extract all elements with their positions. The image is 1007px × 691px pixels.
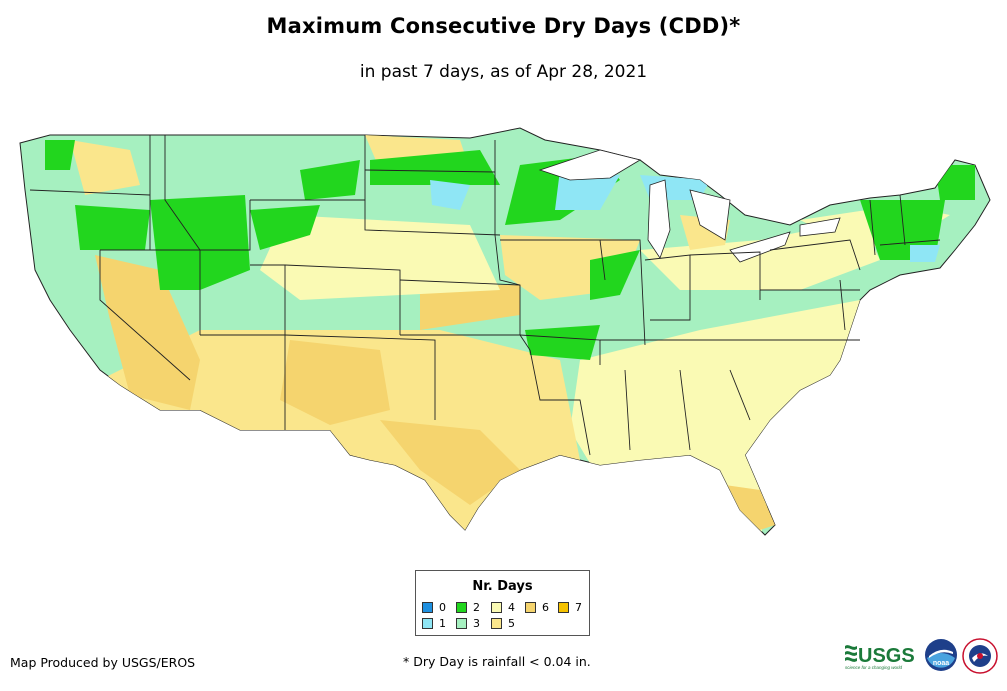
region-maine-2days xyxy=(935,165,975,200)
region-minnesota-2days xyxy=(370,150,500,185)
region-mn-1day xyxy=(430,180,470,210)
legend-swatch-7 xyxy=(558,602,569,613)
region-kansas-6days xyxy=(420,285,520,330)
region-florida-6days xyxy=(725,485,775,530)
svg-text:USGS: USGS xyxy=(858,645,915,667)
dry-day-footnote: * Dry Day is rainfall < 0.04 in. xyxy=(403,654,591,669)
nws-logo xyxy=(962,638,998,674)
lake-erie xyxy=(729,231,791,263)
legend-swatch-0 xyxy=(422,602,433,613)
region-plains-4days xyxy=(260,215,500,300)
svg-text:noaa: noaa xyxy=(933,660,949,667)
region-california-6days xyxy=(95,255,200,410)
map-credit: Map Produced by USGS/EROS xyxy=(10,655,196,670)
legend-item-7: 7 xyxy=(558,602,582,614)
legend-item-2: 2 xyxy=(456,602,480,614)
lake-huron xyxy=(689,189,731,241)
region-oregon-5days xyxy=(70,140,140,195)
region-texas-6days xyxy=(380,420,520,505)
lake-ontario xyxy=(799,217,841,237)
legend-title: Nr. Days xyxy=(472,579,533,594)
great-lakes xyxy=(538,149,841,263)
region-arkansas-2days xyxy=(525,325,600,360)
region-idaho-2days xyxy=(150,195,250,290)
legend-swatch-6 xyxy=(525,602,536,613)
region-nmexico-6days xyxy=(280,340,390,425)
map-subtitle: in past 7 days, as of Apr 28, 2021 xyxy=(359,62,648,82)
legend-swatch-2 xyxy=(456,602,467,613)
legend-item-0: 0 xyxy=(422,602,446,614)
legend-swatch-5 xyxy=(491,618,502,629)
usgs-logo: USGS science for a changing world xyxy=(845,645,915,670)
region-ri-1day xyxy=(910,245,940,262)
legend-swatch-1 xyxy=(422,618,433,629)
legend-swatch-3 xyxy=(456,618,467,629)
region-wyoming-2days xyxy=(250,205,320,250)
noaa-logo: noaa xyxy=(925,639,957,671)
legend-item-6: 6 xyxy=(525,602,549,614)
lake-superior xyxy=(538,149,642,181)
map-title: Maximum Consecutive Dry Days (CDD)* xyxy=(266,14,741,38)
region-montana-2days xyxy=(300,160,360,200)
region-oregon-2days xyxy=(75,205,150,250)
legend-item-4: 4 xyxy=(491,602,515,614)
state-boundaries xyxy=(29,135,941,456)
legend-swatch-4 xyxy=(491,602,502,613)
legend-item-5: 5 xyxy=(491,618,515,630)
legend-item-1: 1 xyxy=(422,618,446,630)
lake-michigan xyxy=(647,179,671,259)
region-washington-2days xyxy=(45,140,75,170)
cdd-data-regions xyxy=(45,135,975,535)
legend-item-3: 3 xyxy=(456,618,480,630)
legend: Nr. Days 0 1 2 3 4 5 6 7 xyxy=(415,570,590,636)
svg-text:science for a changing world: science for a changing world xyxy=(845,665,903,670)
